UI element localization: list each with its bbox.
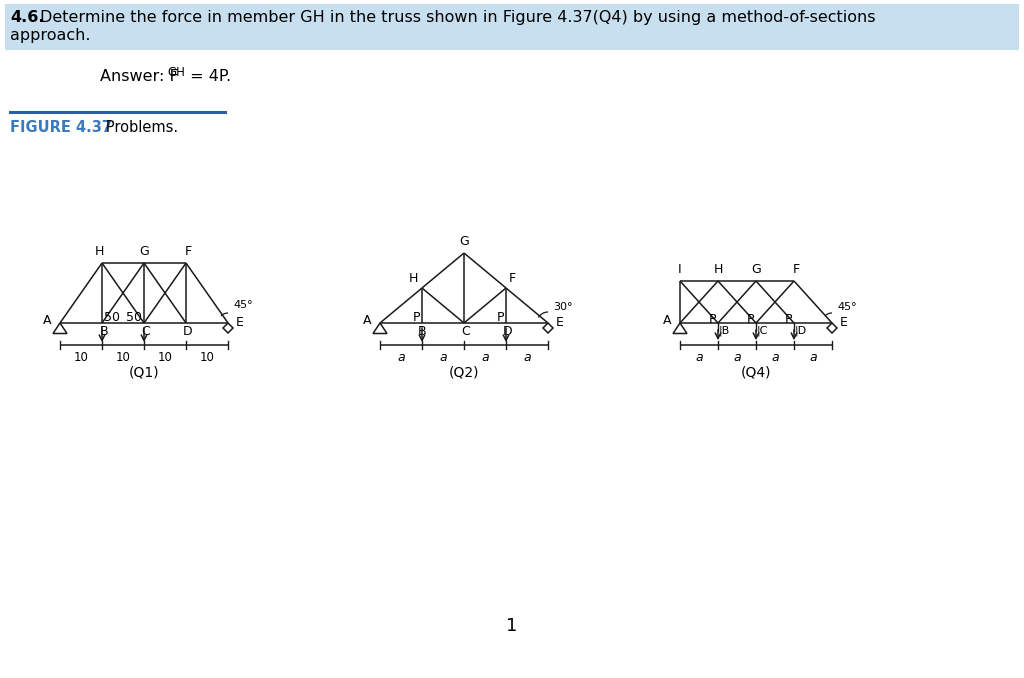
Text: D: D [183,325,193,338]
Text: P: P [746,313,754,326]
Text: P: P [413,311,420,324]
Text: (Q1): (Q1) [129,365,160,379]
Text: A: A [663,315,671,327]
Text: FIGURE 4.37: FIGURE 4.37 [10,120,112,135]
Text: E: E [236,315,244,329]
Text: 10: 10 [74,351,88,364]
Text: 10: 10 [116,351,130,364]
Text: 30°: 30° [553,302,572,312]
Text: a: a [771,351,779,364]
Text: G: G [459,235,469,248]
Text: 10: 10 [200,351,214,364]
Text: 4.6.: 4.6. [10,10,44,25]
Text: Answer: F: Answer: F [100,69,179,84]
Text: |C: |C [757,325,768,336]
Text: D: D [503,325,513,338]
Text: a: a [397,351,404,364]
Text: P: P [497,311,504,324]
Text: A: A [362,315,371,327]
Text: P: P [709,313,716,326]
Text: C: C [462,325,470,338]
Text: 1: 1 [506,617,518,635]
Text: F: F [509,272,516,285]
Text: 10: 10 [158,351,172,364]
Text: A: A [43,315,51,327]
Text: a: a [439,351,446,364]
Text: I: I [678,263,682,276]
Text: C: C [141,325,151,338]
Text: (Q2): (Q2) [449,365,479,379]
Text: a: a [481,351,488,364]
Text: 50: 50 [104,311,120,324]
Text: a: a [523,351,530,364]
Text: a: a [695,351,702,364]
Text: G: G [139,245,148,258]
Text: approach.: approach. [10,28,90,43]
Text: B: B [418,325,426,338]
Text: F: F [793,263,800,276]
Text: Determine the force in member GH in the truss shown in Figure 4.37(Q4) by using : Determine the force in member GH in the … [40,10,876,25]
Text: B: B [99,325,109,338]
Text: H: H [94,245,103,258]
Text: G: G [752,263,761,276]
FancyBboxPatch shape [5,4,1019,50]
Text: H: H [714,263,723,276]
Text: (Q4): (Q4) [740,365,771,379]
Text: E: E [556,315,564,329]
Text: F: F [184,245,191,258]
Text: 50: 50 [126,311,142,324]
Text: Problems.: Problems. [92,120,178,135]
Text: GH: GH [167,66,185,79]
Text: P: P [784,313,792,326]
Text: = 4P.: = 4P. [185,69,231,84]
Text: 45°: 45° [233,300,253,310]
Text: H: H [409,272,418,285]
Text: |D: |D [795,325,807,336]
Text: a: a [733,351,740,364]
Text: a: a [809,351,817,364]
Text: |B: |B [719,325,730,336]
Text: E: E [840,315,848,329]
Text: 45°: 45° [837,302,857,312]
